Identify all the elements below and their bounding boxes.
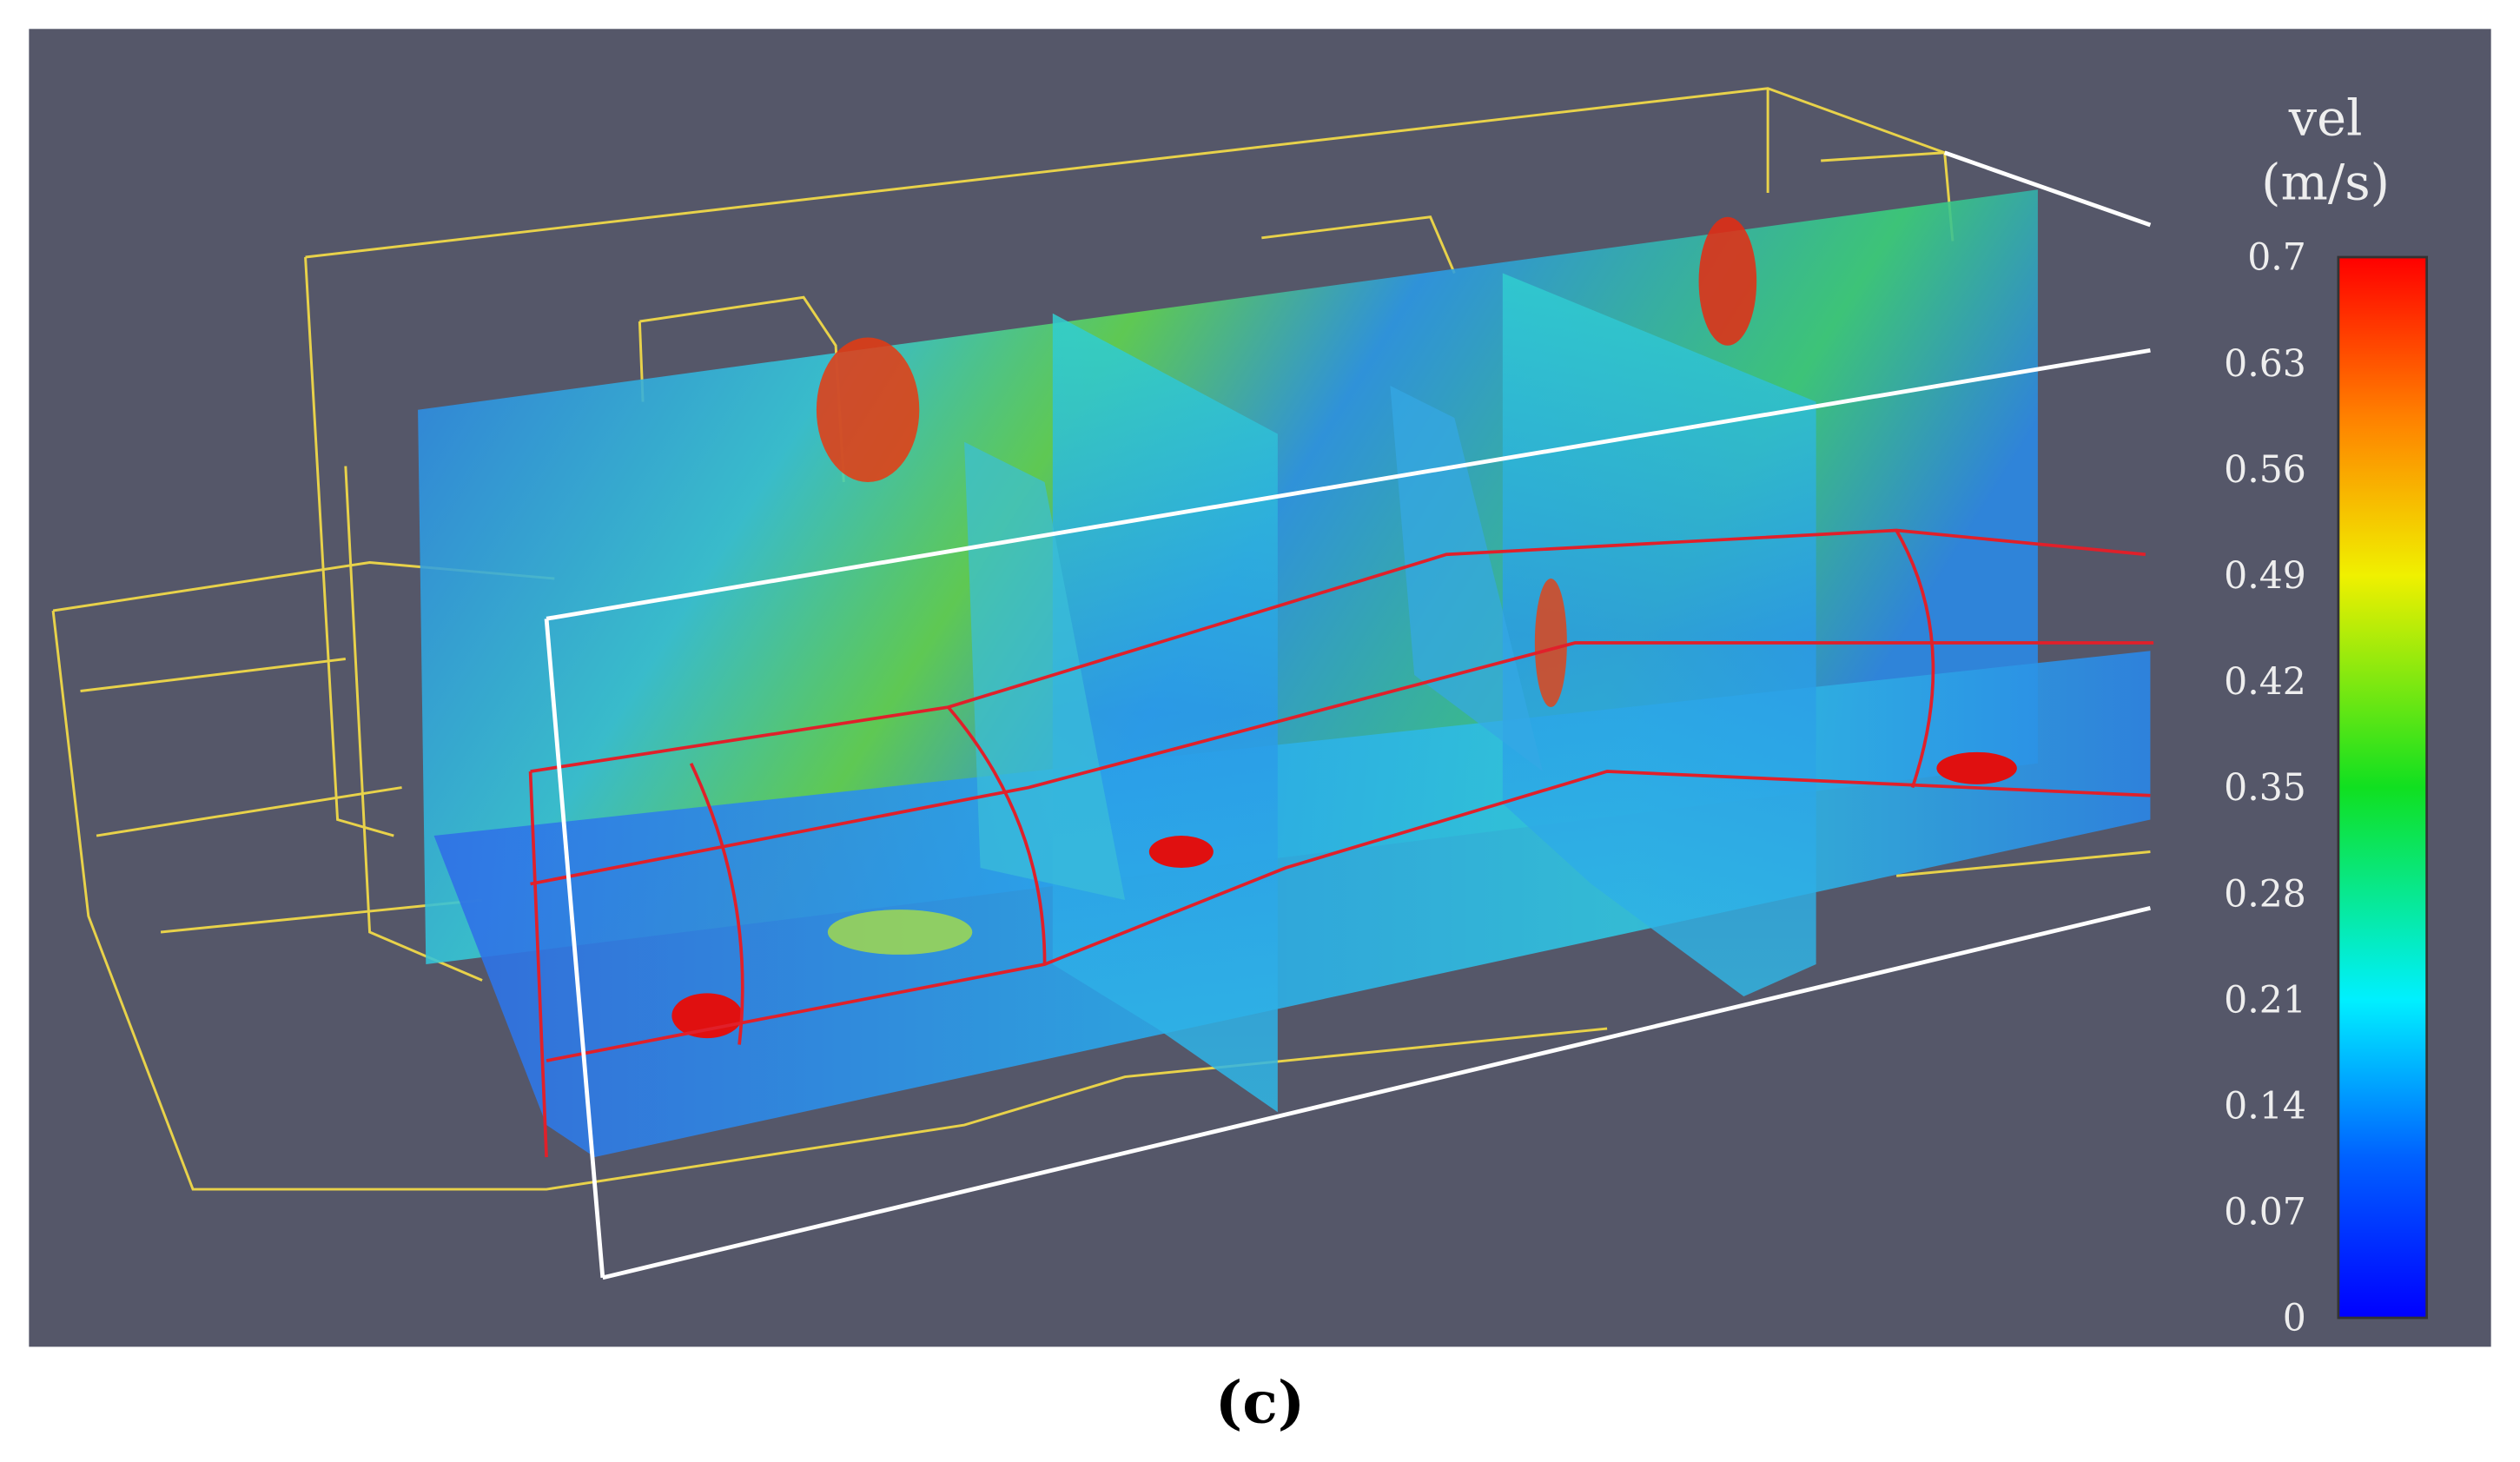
hot-spot xyxy=(671,993,743,1039)
colorbar-tick-label: 0.21 xyxy=(2224,979,2306,1022)
hot-spot xyxy=(1936,751,2017,784)
colorbar-tick-label: 0.7 xyxy=(2247,237,2306,280)
velocity-slices xyxy=(418,189,2151,1158)
white-box xyxy=(544,150,2152,1280)
cross-slice xyxy=(1502,273,1816,997)
colorbar-tick-label: 0.56 xyxy=(2224,449,2306,492)
colorbar-unit: (m/s) xyxy=(2261,153,2390,211)
cross-slice xyxy=(964,441,1126,901)
cross-slice xyxy=(1390,386,1544,772)
colorbar-tick-label: 0.28 xyxy=(2224,873,2306,916)
colorbar xyxy=(2337,255,2429,1320)
hot-spot xyxy=(1534,579,1567,708)
colorbar-tick-label: 0.63 xyxy=(2224,343,2306,386)
colorbar-tick-label: 0.07 xyxy=(2224,1192,2306,1234)
hot-spot xyxy=(1698,216,1757,346)
colorbar-tick-label: 0.49 xyxy=(2224,555,2306,598)
colorbar-tick-label: 0.14 xyxy=(2224,1086,2306,1128)
hot-spot xyxy=(1148,836,1214,869)
colorbar-tick-label: 0.35 xyxy=(2224,767,2306,810)
cross-slice xyxy=(1052,313,1278,1113)
warm-zone xyxy=(827,910,973,955)
colorbar-tick-label: 0.42 xyxy=(2224,661,2306,704)
red-wireframe xyxy=(528,528,2154,1158)
caption: (c) xyxy=(1215,1367,1306,1436)
hot-spot xyxy=(816,337,920,483)
colorbar-title: vel xyxy=(2288,89,2363,147)
colorbar-tick-label: 0 xyxy=(2283,1298,2306,1340)
